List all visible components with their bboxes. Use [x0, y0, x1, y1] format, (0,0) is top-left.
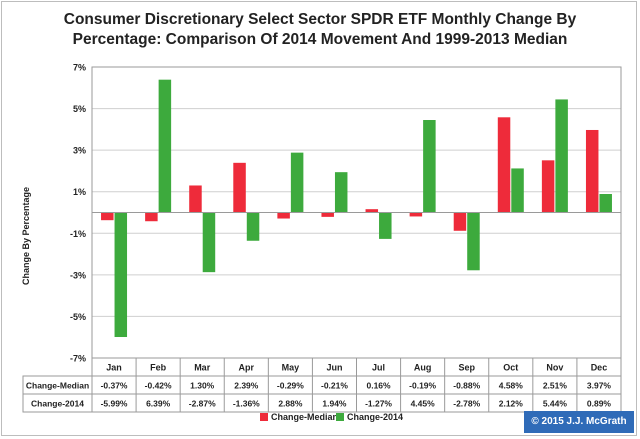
chart-title-line-1: Consumer Discretionary Select Sector SPD… — [63, 11, 577, 28]
x-tick-label: Jan — [106, 363, 122, 373]
x-tick-label: Nov — [546, 363, 563, 373]
table-cell: 2.39% — [234, 381, 259, 391]
axes: -7% -5% -3% -1% 1% 3% 5% 7% — [70, 63, 622, 364]
x-tick-label: Apr — [239, 363, 255, 373]
table-cell: -1.27% — [365, 399, 392, 409]
bar-2014-mar — [202, 212, 216, 273]
legend-swatch — [336, 413, 344, 421]
legend-swatch — [260, 413, 268, 421]
bar-median-aug — [409, 212, 423, 217]
bar-2014-jun — [334, 172, 348, 213]
table-series-name: Change-Median — [26, 381, 89, 391]
bar-median-jul — [365, 209, 379, 213]
bar-median-jan — [101, 212, 114, 221]
table-cell: -0.88% — [453, 381, 480, 391]
table-cell: 3.97% — [587, 381, 612, 391]
table-cell: 1.30% — [190, 381, 215, 391]
y-tick-label: -1% — [70, 229, 86, 239]
y-tick-label: 1% — [73, 187, 86, 197]
bar-2014-aug — [423, 120, 436, 213]
bar-2014-dec — [599, 194, 612, 213]
x-tick-label: May — [282, 363, 300, 373]
y-tick-label: -7% — [70, 354, 86, 364]
data-table: Jan Feb Mar Apr May Jun Jul Aug Sep Oct Nov Dec Chan… — [22, 358, 622, 413]
bar-2014-feb — [158, 79, 172, 213]
x-tick-label: Jul — [372, 363, 385, 373]
table-cell: 2.88% — [278, 399, 303, 409]
table-cell: 4.45% — [411, 399, 436, 409]
y-tick-label: -5% — [70, 312, 86, 322]
bar-median-nov — [541, 160, 555, 213]
bar-median-dec — [585, 129, 599, 213]
legend-label: Change-2014 — [347, 412, 403, 422]
table-cell: 1.94% — [322, 399, 347, 409]
bars — [101, 79, 612, 338]
table-cell: -0.21% — [321, 381, 348, 391]
table-cell: 5.44% — [543, 399, 568, 409]
table-cell: 2.51% — [543, 381, 568, 391]
bar-2014-apr — [246, 212, 260, 241]
bar-median-apr — [233, 162, 246, 213]
table-cell: -0.37% — [101, 381, 128, 391]
x-tick-label: Feb — [150, 363, 167, 373]
x-tick-label: Dec — [591, 363, 608, 373]
chart-title: Consumer Discretionary Select Sector SPD… — [0, 10, 640, 50]
y-tick-label: 5% — [73, 104, 86, 114]
legend-label: Change-Median — [271, 412, 338, 422]
bar-2014-nov — [555, 99, 568, 213]
y-tick-label: -3% — [70, 270, 86, 280]
table-cell: -0.42% — [145, 381, 172, 391]
bar-median-sep — [453, 212, 467, 231]
x-tick-label: Jun — [326, 363, 342, 373]
bar-2014-sep — [467, 212, 480, 271]
bar-median-oct — [497, 117, 511, 213]
table-cell: 0.16% — [366, 381, 391, 391]
table-cell: 4.58% — [499, 381, 524, 391]
bar-2014-jan — [114, 212, 128, 338]
table-cell: -1.36% — [233, 399, 260, 409]
y-tick-label: 3% — [73, 146, 86, 156]
table-row — [22, 393, 622, 413]
bar-2014-may — [290, 152, 304, 213]
table-cell: -0.19% — [409, 381, 436, 391]
table-cell: -5.99% — [101, 399, 128, 409]
y-axis-label: Change By Percentage — [21, 187, 31, 285]
bar-median-mar — [189, 185, 202, 213]
x-tick-label: Aug — [414, 363, 432, 373]
table-cell: -0.29% — [277, 381, 304, 391]
bar-median-jun — [321, 212, 334, 217]
bar-median-may — [277, 212, 290, 219]
table-series-name: Change-2014 — [31, 399, 84, 409]
x-tick-label: Oct — [503, 363, 518, 373]
x-tick-label: Mar — [194, 363, 211, 373]
table-cell: 0.89% — [587, 399, 612, 409]
bar-2014-oct — [511, 168, 524, 213]
chart-title-line-2: Percentage: Comparison Of 2014 Movement … — [72, 31, 568, 48]
legend: Change-Median Change-2014 — [260, 412, 403, 422]
table-cell: 2.12% — [499, 399, 524, 409]
copyright-badge: © 2015 J.J. McGrath — [524, 411, 634, 433]
table-cell: -2.78% — [453, 399, 480, 409]
table-cell: -2.87% — [189, 399, 216, 409]
y-tick-label: 7% — [73, 63, 86, 73]
table-cell: 6.39% — [146, 399, 171, 409]
x-tick-label: Sep — [458, 363, 475, 373]
bar-median-feb — [145, 212, 158, 222]
bar-2014-jul — [379, 212, 392, 239]
